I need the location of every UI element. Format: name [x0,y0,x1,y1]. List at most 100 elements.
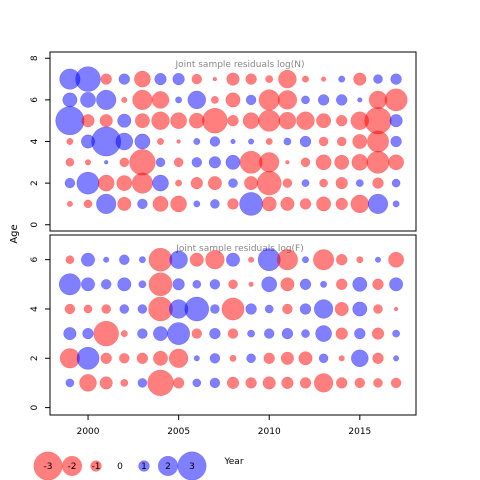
residual-bubble [302,75,309,83]
residual-bubble [118,73,130,85]
residual-bubble [299,377,312,389]
panel-log-f: Joint sample residuals log(F) 0 2 4 6 [30,234,417,416]
residual-bubble [136,352,149,364]
residual-bubble [352,276,368,292]
residual-bubble [65,157,75,167]
residual-bubble [155,157,166,168]
residual-bubble [228,178,238,188]
residual-bubble [207,176,222,191]
residual-bubble [117,196,132,211]
residual-bubble [318,353,329,364]
residual-bubble [193,138,201,145]
residual-bubble [134,133,151,150]
residual-bubble [245,377,257,389]
legend-label: 0 [117,462,123,472]
residual-bubble [230,138,236,145]
residual-bubble [248,138,255,145]
residual-bubble [263,352,275,364]
residual-bubble [372,352,384,364]
residual-bubble [225,92,241,108]
residual-bubble [148,272,173,297]
residual-bubble [104,160,109,165]
residual-bubble [313,299,334,319]
residual-bubble [301,95,310,105]
residual-bubble [316,196,332,212]
residual-bubble [317,94,330,106]
residual-bubble [120,379,129,387]
residual-bubble [209,377,221,389]
residual-bubble [152,196,169,212]
residual-bubble [258,89,280,111]
residual-bubble [264,304,274,314]
residual-bubble [121,96,128,103]
residual-bubble [248,281,254,287]
residual-bubble [153,350,168,366]
residual-bubble [157,138,164,145]
residual-bubble [256,170,282,196]
residual-bubble [172,377,185,389]
bubble-size-legend: -3 -2 -1 0 1 2 3 [33,451,207,480]
residual-bubble [209,327,221,340]
residual-bubble [335,177,348,190]
residual-bubble [225,154,241,170]
residual-bubble [276,249,298,271]
residual-bubble [97,174,115,192]
residual-bubble [132,89,153,110]
legend-label: 2 [165,462,171,472]
residual-bubble [191,73,203,85]
residual-bubble [351,154,369,171]
residual-bubble [336,278,348,290]
residual-bubble [299,278,312,290]
panel-log-n-title: Joint sample residuals log(N) [174,60,304,70]
residual-bubble [65,378,75,388]
residual-bubble [66,138,74,145]
residual-bubble [228,279,238,290]
residual-bubble [372,177,384,189]
residual-bubble [242,112,260,129]
residual-bubble [261,276,278,293]
residual-bubble [296,111,315,130]
residual-bubble [205,250,225,270]
residual-bubble [316,113,332,129]
residual-bubble [319,178,328,188]
residual-bubble [282,303,293,315]
residual-bubble [134,70,151,88]
residual-bubble [353,72,367,86]
residual-bubble [119,157,130,168]
residual-bubble [119,254,130,265]
residual-bubble [300,157,311,168]
residual-bubble [100,73,112,85]
residual-bubble [147,369,174,397]
residual-bubble [170,112,187,129]
residual-bubble [103,256,110,263]
residual-bubble [393,355,400,362]
residual-bubble [282,178,293,188]
residual-bubble [350,194,369,214]
residual-bubble [138,256,146,264]
residual-bubble [208,156,221,169]
panel-log-n: Joint sample residuals log(N) 0 2 4 6 8 [30,51,417,232]
residual-bubble [131,172,153,194]
residual-bubble [262,376,276,390]
panel-log-f-title: Joint sample residuals log(F) [175,244,303,254]
residual-bubble [175,179,183,187]
residual-bubble [169,250,188,269]
residual-bubble [299,303,312,315]
residual-bubble [248,256,255,263]
panel-log-f-bubbles [58,247,404,397]
legend-label: 3 [189,462,195,472]
legend-label: 1 [141,462,147,472]
residual-bubble [189,252,204,267]
residual-bubble [318,136,329,147]
residual-bubble [221,297,245,321]
residual-bubble [364,107,392,135]
residual-bubble [64,303,76,315]
residual-bubble [75,66,101,92]
residual-bubble [298,351,313,366]
residual-bubble [209,353,221,364]
residual-bubble [374,256,382,263]
residual-bubble [168,348,189,368]
residual-bubble [96,193,117,214]
legend-bubble [61,455,83,477]
